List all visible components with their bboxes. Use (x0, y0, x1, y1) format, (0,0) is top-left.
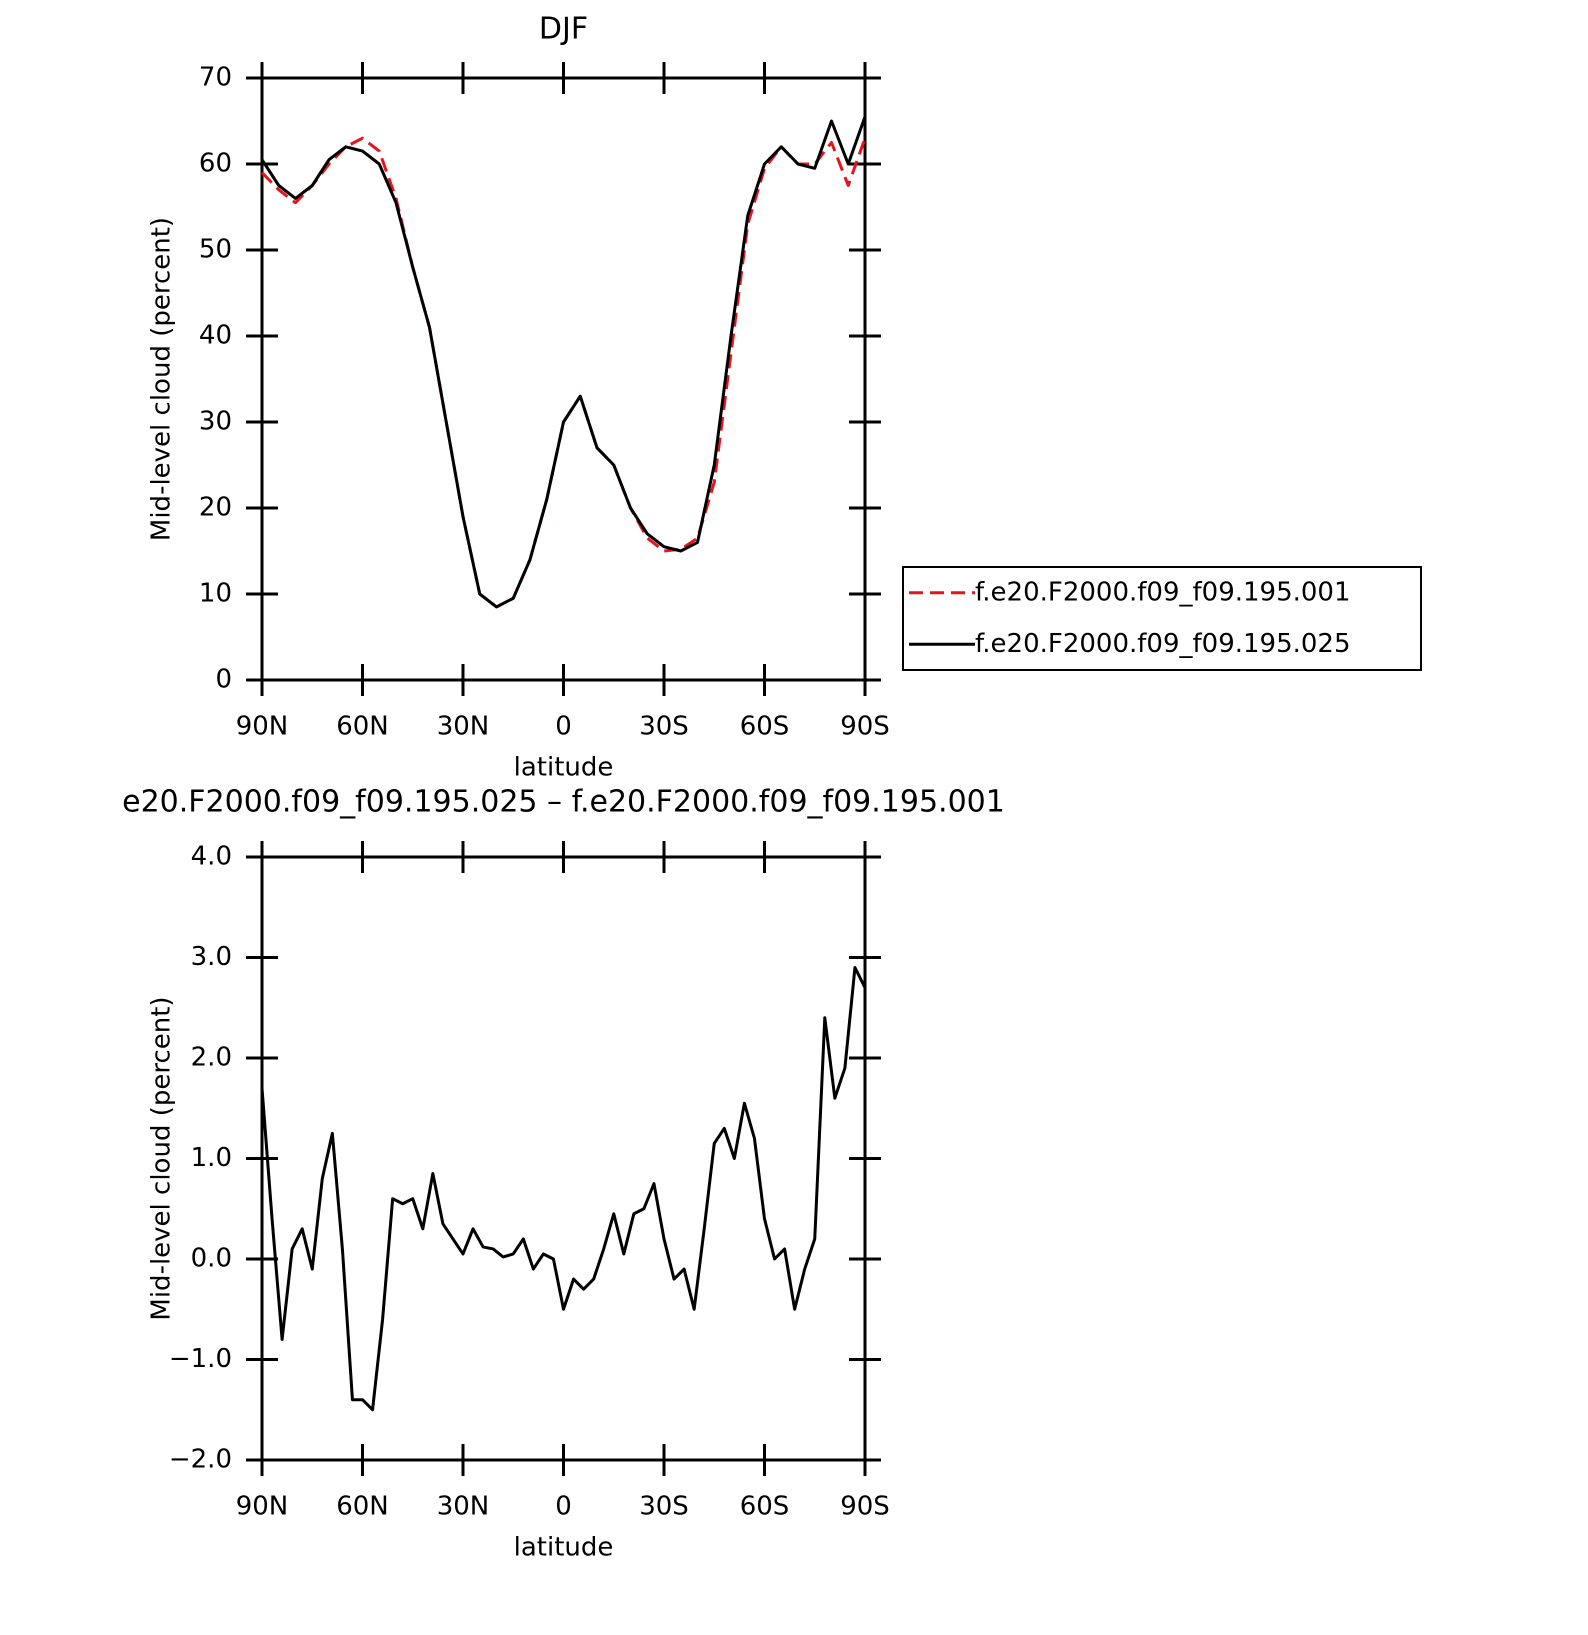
y-tick-label: 40 (199, 321, 232, 351)
legend-label: f.e20.F2000.f09_f09.195.025 (975, 629, 1351, 659)
x-tick-label: 60N (336, 712, 389, 742)
x-tick-label: 60S (740, 1492, 790, 1522)
x-tick-label: 0 (555, 1492, 572, 1522)
legend-box (902, 566, 1422, 671)
y-tick-label: 50 (199, 235, 232, 265)
x-tick-label: 90N (236, 712, 289, 742)
y-tick-label: 0 (215, 665, 232, 695)
y-tick-label: 70 (199, 63, 232, 93)
plot-frame (260, 76, 867, 682)
y-tick-label: 0.0 (191, 1244, 232, 1274)
y-tick-label: 4.0 (191, 842, 232, 872)
x-tick-label: 60S (740, 712, 790, 742)
y-axis-label: Mid-level cloud (percent) (147, 996, 177, 1320)
y-axis-label: Mid-level cloud (percent) (147, 217, 177, 541)
y-tick-label: −2.0 (169, 1445, 232, 1475)
data-line (260, 116, 867, 609)
x-axis-label: latitude (514, 1533, 614, 1563)
x-tick-label: 30S (639, 1492, 689, 1522)
x-tick-label: 30N (437, 712, 490, 742)
chart-title: e20.F2000.f09_f09.195.025 – f.e20.F2000.… (122, 785, 1005, 820)
chart-title: DJF (539, 12, 588, 47)
plot-frame (260, 855, 867, 1462)
y-tick-label: 1.0 (191, 1143, 232, 1173)
y-tick-label: −1.0 (169, 1344, 232, 1374)
x-tick-label: 90S (840, 1492, 890, 1522)
x-tick-label: 30N (437, 1492, 490, 1522)
x-axis-label: latitude (514, 753, 614, 783)
x-tick-label: 30S (639, 712, 689, 742)
x-tick-label: 90S (840, 712, 890, 742)
y-tick-label: 10 (199, 579, 232, 609)
y-tick-label: 2.0 (191, 1043, 232, 1073)
x-tick-label: 90N (236, 1492, 289, 1522)
y-tick-label: 20 (199, 493, 232, 523)
data-line (260, 966, 867, 1412)
data-line (260, 136, 867, 609)
y-tick-label: 30 (199, 407, 232, 437)
y-tick-label: 60 (199, 149, 232, 179)
y-tick-label: 3.0 (191, 942, 232, 972)
legend-label: f.e20.F2000.f09_f09.195.001 (975, 577, 1351, 607)
x-tick-label: 60N (336, 1492, 389, 1522)
x-tick-label: 0 (555, 712, 572, 742)
